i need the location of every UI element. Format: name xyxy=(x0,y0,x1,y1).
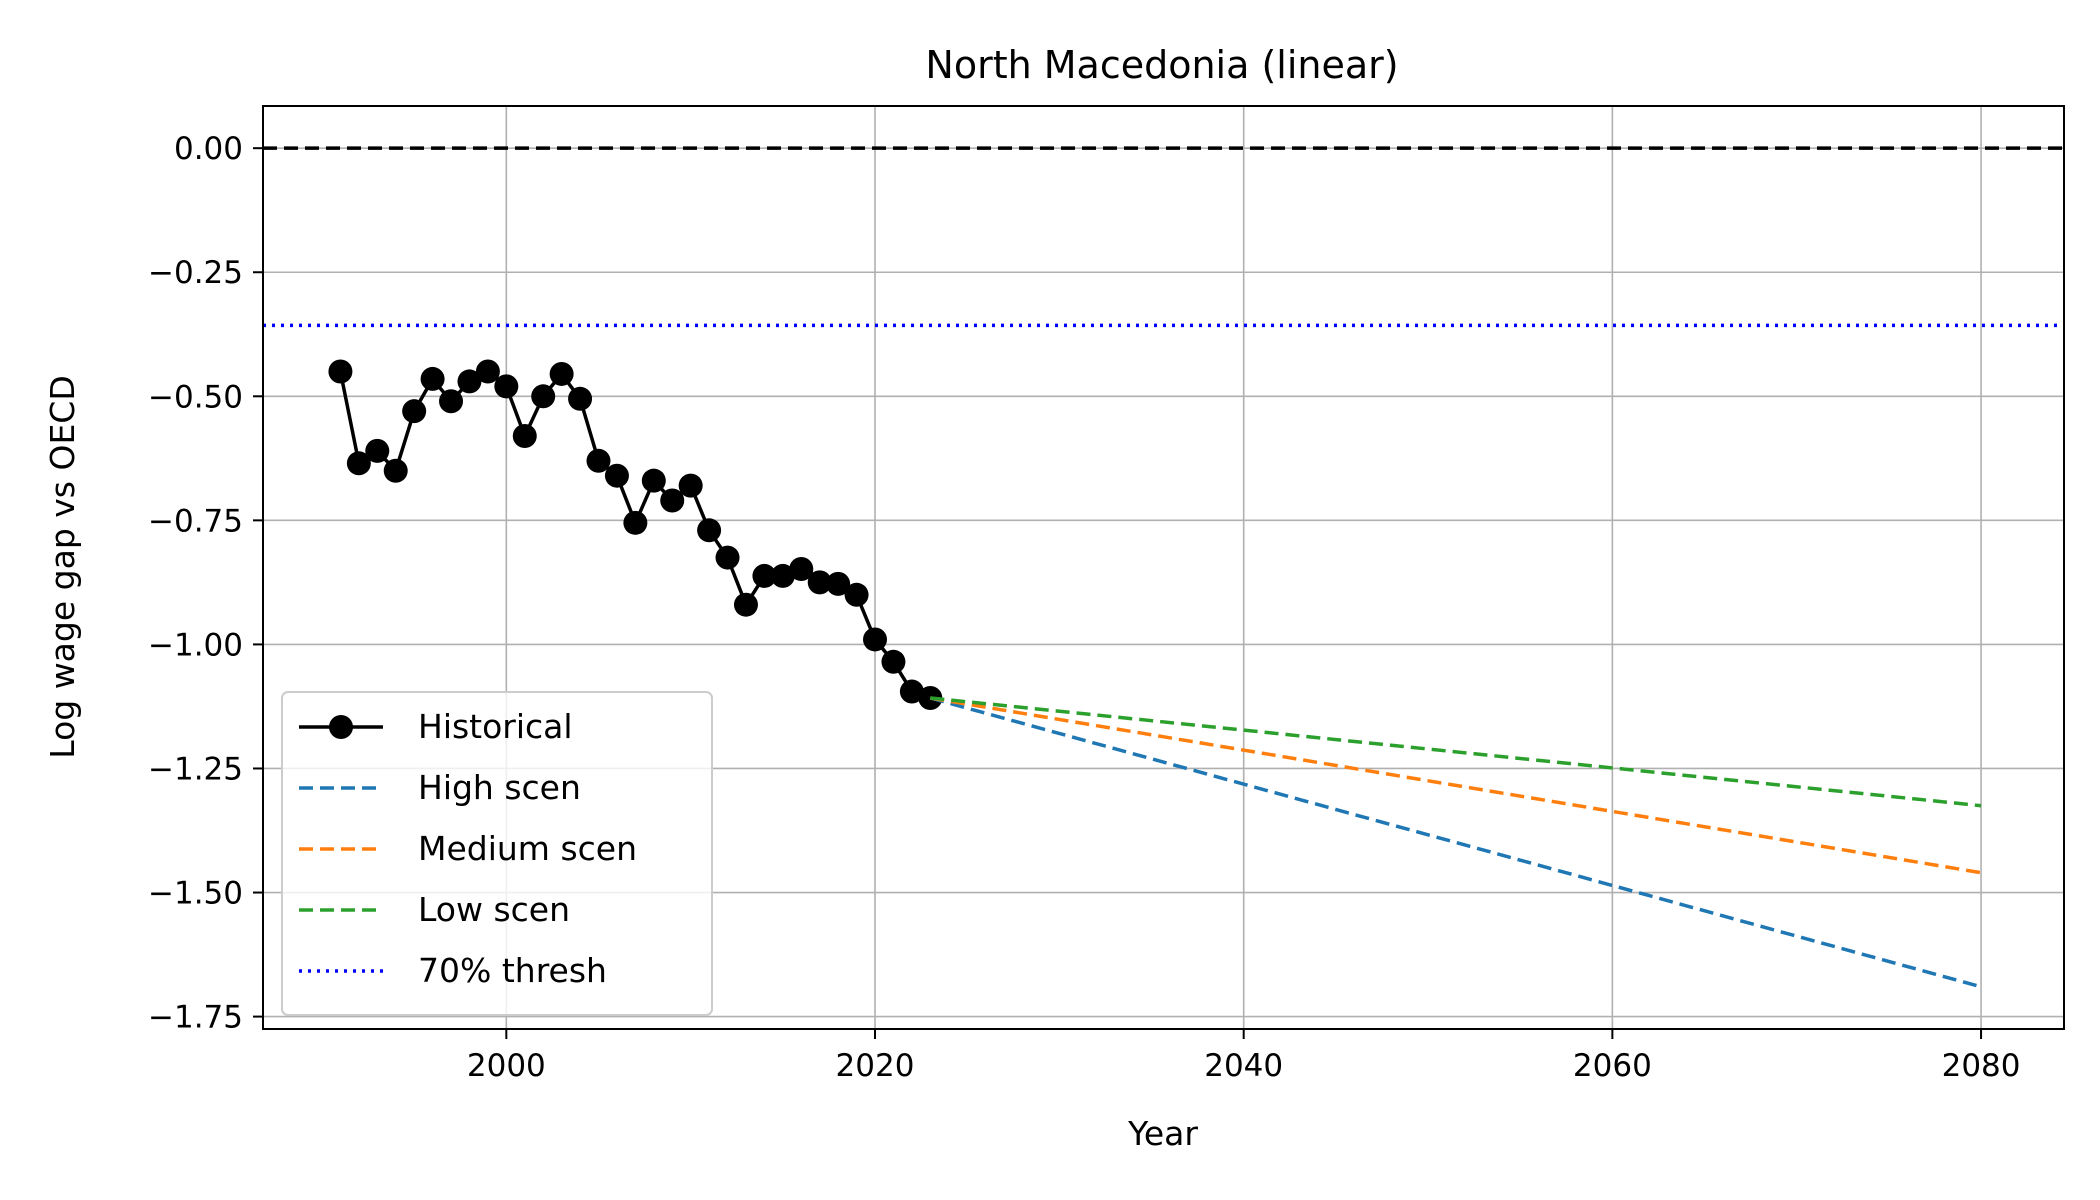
data-point-historical xyxy=(844,582,869,607)
y-tick-label: −0.75 xyxy=(148,503,243,539)
data-point-historical xyxy=(826,571,851,596)
data-point-historical xyxy=(586,448,611,473)
data-point-historical xyxy=(697,518,722,543)
legend-label-medium-scen: Medium scen xyxy=(418,829,637,868)
y-tick-label: −1.00 xyxy=(148,627,243,663)
y-axis: 0.00 −0.25 −0.50 −0.75 −1.00 −1.25 −1.50 −1.75 xyxy=(148,131,263,1036)
data-point-historical xyxy=(346,451,371,476)
data-point-historical xyxy=(328,359,353,384)
data-point-historical xyxy=(402,399,427,424)
data-point-historical xyxy=(863,627,888,652)
x-tick-label: 2080 xyxy=(1942,1048,2021,1084)
data-point-historical xyxy=(623,510,648,535)
data-point-historical xyxy=(383,458,408,483)
legend-marker-historical xyxy=(329,715,353,739)
data-point-historical xyxy=(420,366,445,391)
y-tick-label: −1.25 xyxy=(148,751,243,787)
data-point-historical xyxy=(531,384,556,409)
data-point-historical xyxy=(475,359,500,384)
data-point-historical xyxy=(881,649,906,674)
y-axis-label: Log wage gap vs OECD xyxy=(43,375,82,758)
legend-box xyxy=(281,691,713,1016)
series-layer xyxy=(328,359,1982,989)
data-point-historical xyxy=(770,563,795,588)
data-point-historical xyxy=(715,545,740,570)
data-point-historical xyxy=(512,423,537,448)
data-point-historical xyxy=(752,563,777,588)
data-point-historical xyxy=(641,468,666,493)
data-point-historical xyxy=(660,488,685,513)
x-axis: 2000 2020 2040 2060 2080 xyxy=(467,1029,2021,1084)
x-tick-label: 2060 xyxy=(1573,1048,1652,1084)
y-tick-label: −0.25 xyxy=(148,255,243,291)
data-point-historical xyxy=(365,438,390,463)
y-tick-label: −1.75 xyxy=(148,1000,243,1036)
legend: Historical High scen Medium scen Low scen 70… xyxy=(281,691,713,1016)
data-point-historical xyxy=(457,369,482,394)
legend-label-70-thresh: 70% thresh xyxy=(418,951,607,990)
y-tick-label: −1.50 xyxy=(148,876,243,912)
data-point-historical xyxy=(549,361,574,386)
chart-title: North Macedonia (linear) xyxy=(925,43,1398,87)
reference-lines xyxy=(263,146,2064,328)
data-point-historical xyxy=(494,374,519,399)
series-line-medium-scen xyxy=(930,696,1982,875)
data-point-historical xyxy=(899,679,924,704)
data-point-historical xyxy=(678,473,703,498)
x-axis-label: Year xyxy=(1127,1114,1198,1153)
x-tick-label: 2020 xyxy=(836,1048,915,1084)
series-line-high-scen xyxy=(929,696,1982,989)
y-tick-label: 0.00 xyxy=(174,131,243,167)
legend-label-low-scen: Low scen xyxy=(418,890,570,929)
plot-frame xyxy=(262,105,2065,1030)
data-point-historical xyxy=(604,463,629,488)
legend-label-historical: Historical xyxy=(418,707,573,746)
x-tick-label: 2000 xyxy=(467,1048,546,1084)
legend-label-high-scen: High scen xyxy=(418,768,581,807)
data-point-historical xyxy=(789,556,814,581)
series-line-low-scen xyxy=(930,696,1982,808)
data-point-historical xyxy=(568,386,593,411)
data-point-historical xyxy=(439,389,464,414)
data-point-historical xyxy=(733,592,758,617)
x-tick-label: 2040 xyxy=(1204,1048,1283,1084)
y-tick-label: −0.50 xyxy=(148,379,243,415)
data-point-historical xyxy=(807,570,832,595)
